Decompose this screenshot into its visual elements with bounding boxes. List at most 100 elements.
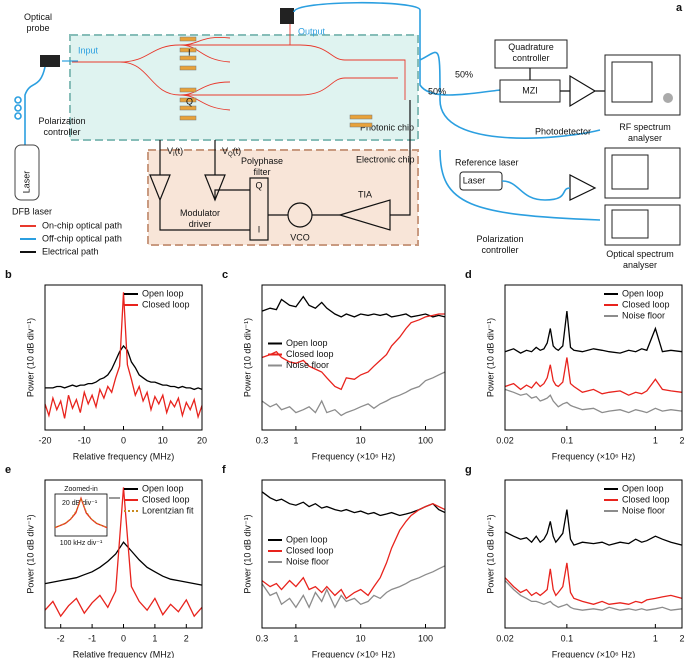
legend-label: Lorentzian fit (142, 505, 194, 515)
diagram-legend: On-chip optical path Off-chip optical pat… (20, 220, 122, 256)
x-tick-label: 2 (679, 435, 684, 445)
x-tick-label: 100 (418, 633, 433, 643)
label: Input (78, 45, 99, 55)
x-tick-label: -2 (57, 633, 65, 643)
label: DFB laser (12, 206, 52, 216)
label-line: analyser (623, 260, 657, 270)
legend-label: Closed loop (286, 545, 334, 555)
x-tick-label: 2 (679, 633, 684, 643)
label: TIA (358, 189, 372, 199)
photonic-chip (69, 34, 419, 141)
label: I (258, 224, 261, 234)
x-axis-label: Relative frequency (MHz) (73, 451, 175, 461)
label: VCO (290, 232, 310, 242)
fiber-loop (14, 112, 22, 120)
optical-probe (40, 55, 60, 67)
label: VQ(t) (222, 146, 241, 157)
series-line (44, 292, 203, 420)
x-tick-label: 0.02 (496, 435, 514, 445)
label: Q (255, 180, 262, 190)
label-line: filter (253, 167, 270, 177)
series-line (504, 509, 683, 546)
label: RF spectrum analyser (619, 122, 671, 143)
label: Photodetector (535, 126, 591, 136)
panel-label: a (676, 2, 683, 14)
arm-label: Q (186, 96, 193, 106)
quadrature-controller (494, 39, 568, 69)
series-line (261, 502, 446, 600)
label: Modulator driver (180, 208, 220, 229)
label: Polarization controller (476, 234, 523, 255)
label-line: driver (189, 219, 212, 229)
label-line: Polarization (476, 234, 523, 244)
x-tick-label: 0.1 (561, 633, 574, 643)
arm-label: I (188, 47, 191, 57)
legend-label: Open loop (142, 288, 184, 298)
y-axis-label: Power (10 dB div⁻¹) (485, 318, 495, 397)
y-axis-label: Power (10 dB div⁻¹) (242, 318, 252, 397)
legend-label: Noise floor (286, 556, 329, 566)
label-line: Polarization (38, 116, 85, 126)
series-line (261, 295, 446, 318)
series-line (504, 311, 683, 354)
instrument (604, 54, 681, 116)
inset-x-label: 100 kHz div⁻¹ (60, 540, 103, 547)
label-line: Quadrature (508, 42, 554, 52)
laser-box (14, 144, 40, 201)
polyphase-filter (249, 177, 269, 241)
legend-label: Closed loop (142, 494, 190, 504)
inset-frame (54, 493, 108, 537)
x-axis-label: Frequency (×10⁶ Hz) (312, 649, 396, 658)
x-tick-label: -20 (38, 435, 51, 445)
y-axis-label: Power (10 dB div⁻¹) (242, 514, 252, 593)
legend-label: Open loop (622, 288, 664, 298)
label-line: analyser (628, 133, 662, 143)
x-tick-label: 10 (356, 435, 366, 445)
instrument (604, 147, 681, 199)
label-line: controller (481, 245, 518, 255)
label: Polarization controller (38, 116, 85, 137)
series-line (261, 313, 445, 391)
x-tick-label: -1 (88, 633, 96, 643)
x-tick-label: 1 (293, 435, 298, 445)
x-tick-label: -10 (78, 435, 91, 445)
series-line (261, 371, 446, 417)
legend-label: Closed loop (142, 299, 190, 309)
x-tick-label: 100 (418, 435, 433, 445)
legend-label: Noise floor (286, 360, 329, 370)
fiber-loop (14, 96, 22, 104)
label-part: (t) (233, 146, 242, 156)
x-tick-label: 0.02 (496, 633, 514, 643)
label: Laser (21, 171, 31, 194)
label: MZI (522, 85, 538, 95)
legend-label: Noise floor (622, 505, 665, 515)
x-axis-label: Relative frequency (MHz) (73, 649, 175, 658)
label: 50% (455, 69, 473, 79)
y-axis-label: Power (10 dB div⁻¹) (25, 318, 35, 397)
legend-label: Off-chip optical path (42, 233, 122, 243)
series-line (261, 491, 446, 517)
legend-label: Closed loop (286, 349, 334, 359)
label-line: Polyphase (241, 156, 283, 166)
label: Quadrature controller (508, 42, 554, 63)
plot-frame (44, 284, 203, 431)
x-tick-label: 0.3 (256, 435, 269, 445)
label: Output (298, 26, 326, 36)
label-line: Modulator (180, 208, 220, 218)
series-line (504, 357, 683, 396)
x-tick-label: 2 (184, 633, 189, 643)
panel-label: c (222, 269, 228, 281)
fit-line (54, 497, 108, 528)
waveguide (72, 20, 406, 111)
label: Optical spectrum analyser (606, 249, 674, 270)
series-line (44, 487, 203, 618)
instrument (604, 204, 681, 246)
label-part: (t) (175, 146, 184, 156)
panel-label: b (5, 269, 12, 281)
legend-label: Noise floor (622, 310, 665, 320)
label-line: Optical (24, 12, 52, 22)
label-line: RF spectrum (619, 122, 671, 132)
legend-label: Open loop (286, 534, 328, 544)
panel-label: g (465, 464, 472, 476)
